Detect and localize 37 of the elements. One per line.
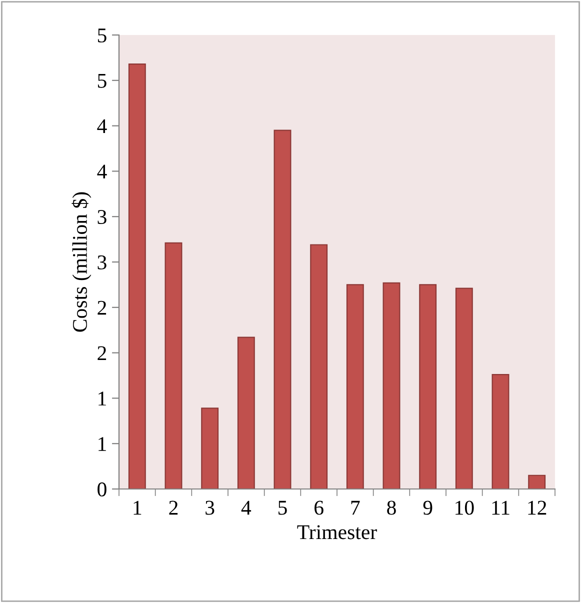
x-tick-label: 7: [351, 500, 360, 515]
y-tick-label: 4: [97, 119, 107, 134]
y-axis-title: Costs (million $): [72, 192, 92, 332]
x-tick-label: 3: [206, 500, 214, 515]
y-tick-label: 3: [98, 255, 106, 270]
x-tick-label: 10: [456, 500, 474, 515]
bar: [164, 242, 182, 489]
y-tick-label: 1: [98, 392, 106, 406]
y-tick-label: 5: [98, 28, 106, 42]
y-tick-label: 2: [98, 346, 106, 360]
x-tick-label: 9: [423, 500, 432, 515]
y-tick-label: 3: [98, 210, 106, 224]
bar: [346, 284, 364, 489]
y-tick-label: 4: [97, 164, 107, 178]
bar: [419, 284, 437, 489]
bar: [528, 474, 546, 489]
y-tick-label: 5: [98, 74, 106, 88]
x-tick-label: 5: [278, 500, 287, 515]
bar: [201, 408, 219, 489]
bar: [274, 130, 292, 489]
x-tick-label: 8: [387, 500, 396, 515]
y-tick-label: 1: [98, 437, 106, 451]
bar: [310, 244, 328, 489]
y-tick-label: 0: [98, 482, 106, 496]
bar: [128, 64, 146, 489]
bar: [237, 336, 255, 489]
x-tick-label: 1: [134, 500, 142, 515]
y-tick-label: 2: [98, 300, 106, 315]
x-tick-label: 4: [241, 500, 252, 515]
bar: [455, 288, 473, 489]
x-axis-title: Trimester: [297, 525, 377, 540]
x-tick-label: 2: [169, 500, 178, 515]
bar: [382, 282, 400, 489]
x-tick-label: 11: [492, 500, 510, 515]
bar: [492, 374, 510, 489]
x-tick-label: 12: [528, 500, 546, 515]
x-tick-label: 6: [314, 500, 324, 515]
